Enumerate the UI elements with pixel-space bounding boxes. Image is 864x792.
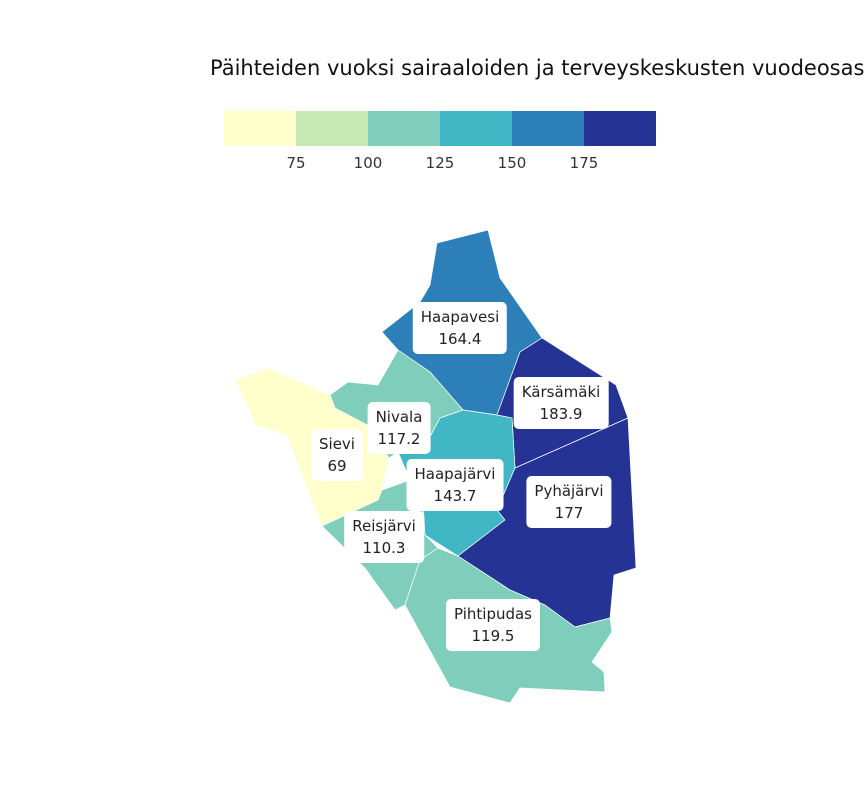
legend-tick: 125 xyxy=(425,154,455,172)
region-name: Haapavesi xyxy=(420,308,500,326)
legend-tick: 150 xyxy=(497,154,527,172)
region-name: Pyhäjärvi xyxy=(534,482,604,500)
region-name: Pihtipudas xyxy=(454,605,532,623)
legend-swatch xyxy=(584,111,656,146)
legend-tick: 100 xyxy=(353,154,383,172)
region-name: Reisjärvi xyxy=(352,517,416,535)
region-label: Haapajärvi 143.7 xyxy=(406,459,504,511)
region-value: 69 xyxy=(327,457,347,475)
region-value: 119.5 xyxy=(471,627,515,645)
region-label: Kärsämäki 183.9 xyxy=(513,377,609,429)
legend-swatch xyxy=(368,111,440,146)
legend-tick: 175 xyxy=(569,154,599,172)
region-label: Sievi 69 xyxy=(311,429,363,481)
legend-tick: 75 xyxy=(286,154,306,172)
region-label: Haapavesi 164.4 xyxy=(412,302,508,354)
region-name: Haapajärvi xyxy=(414,465,496,483)
region-value: 177 xyxy=(554,504,584,522)
region-value: 164.4 xyxy=(438,330,482,348)
region-value: 143.7 xyxy=(433,487,477,505)
region-name: Sievi xyxy=(319,435,355,453)
region-label: Pihtipudas 119.5 xyxy=(446,599,540,651)
region-name: Kärsämäki xyxy=(521,383,601,401)
legend-swatch xyxy=(512,111,584,146)
region-label: Nivala 117.2 xyxy=(367,402,431,454)
legend-swatch xyxy=(224,111,296,146)
region-label: Pyhäjärvi 177 xyxy=(526,476,612,528)
region-value: 183.9 xyxy=(539,405,583,423)
region-label: Reisjärvi 110.3 xyxy=(344,511,424,563)
region-name: Nivala xyxy=(375,408,423,426)
region-value: 117.2 xyxy=(377,430,421,448)
region-value: 110.3 xyxy=(362,539,406,557)
color-legend: 75 100 125 150 175 xyxy=(224,111,656,172)
map-title: Päihteiden vuoksi sairaaloiden ja tervey… xyxy=(210,56,864,80)
legend-swatch xyxy=(440,111,512,146)
legend-swatch xyxy=(296,111,368,146)
